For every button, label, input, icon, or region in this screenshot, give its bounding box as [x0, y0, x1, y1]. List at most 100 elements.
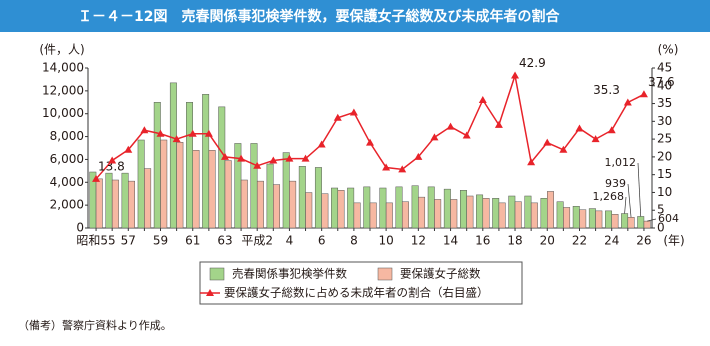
- chart-title: Ｉ－４－12図 売春関係事犯検挙件数，要保護女子総数及び未成年者の割合: [78, 8, 560, 25]
- bar: [627, 217, 635, 229]
- bar: [643, 220, 651, 229]
- bar: [498, 202, 506, 229]
- bar: [105, 172, 113, 229]
- x-tick-label: 10: [378, 234, 393, 248]
- bar: [466, 195, 474, 229]
- point: [623, 98, 632, 106]
- y-tick-label: 12,000: [42, 83, 84, 97]
- value-label: 37.6: [648, 75, 675, 89]
- point: [92, 174, 101, 182]
- bar: [186, 102, 193, 229]
- x-tick-label: 18: [507, 234, 522, 248]
- y2-tick-label: 20: [657, 149, 672, 163]
- value-label: 42.9: [519, 56, 546, 70]
- bar: [379, 187, 387, 229]
- point: [511, 71, 520, 79]
- legend-swatch: [377, 267, 393, 281]
- y-tick-label: 8,000: [50, 129, 84, 143]
- bar: [395, 186, 403, 229]
- x-tick-label: 20: [540, 234, 555, 248]
- bar: [530, 202, 538, 229]
- leader-line: [627, 183, 632, 218]
- y-tick-label: 10,000: [42, 106, 84, 120]
- bar: [514, 201, 522, 229]
- leader-line: [647, 218, 657, 222]
- bar: [450, 199, 458, 229]
- value-label: 1,268: [593, 190, 625, 203]
- y2-tick-label: 45: [657, 61, 672, 75]
- bar: [492, 198, 500, 229]
- point: [462, 131, 471, 139]
- bar: [266, 163, 274, 229]
- y-tick-label: 6,000: [50, 152, 84, 166]
- point: [220, 152, 229, 160]
- point: [607, 126, 616, 134]
- bar: [137, 139, 145, 229]
- point: [559, 145, 568, 153]
- bar: [443, 188, 451, 229]
- bar: [579, 209, 587, 229]
- point: [301, 154, 310, 162]
- bar: [289, 180, 297, 229]
- value-label: 604: [658, 212, 679, 225]
- point: [382, 163, 391, 171]
- bar: [540, 198, 548, 229]
- bar: [508, 195, 516, 229]
- point: [543, 138, 552, 146]
- bar: [556, 201, 564, 229]
- bar: [611, 214, 619, 229]
- bar: [595, 210, 603, 229]
- value-label: 1,012: [605, 156, 637, 169]
- bar: [314, 167, 322, 229]
- bar: [572, 206, 580, 229]
- bar: [363, 186, 371, 229]
- point: [366, 138, 374, 146]
- bar: [273, 184, 281, 229]
- y-tick-label: 4,000: [50, 175, 84, 189]
- y2-tick-label: 0: [657, 221, 665, 235]
- point: [333, 113, 342, 121]
- x-tick-label: 6: [318, 234, 326, 248]
- x-tick-label: 63: [217, 234, 232, 248]
- bar: [153, 102, 161, 229]
- bar: [111, 179, 119, 229]
- bar: [192, 150, 200, 229]
- bar: [524, 195, 532, 229]
- legend-box: [199, 261, 523, 305]
- x-tick-label: 昭和55: [76, 234, 115, 248]
- bar: [121, 172, 129, 229]
- bar: [305, 192, 313, 229]
- point: [430, 133, 439, 141]
- y2-tick-label: 10: [657, 185, 672, 199]
- point: [478, 96, 487, 103]
- y-tick-label: 14,000: [42, 61, 84, 75]
- y-tick-label: 2,000: [50, 198, 84, 212]
- point: [527, 158, 536, 166]
- point: [237, 154, 246, 162]
- bar: [298, 166, 306, 229]
- x-tick-label: 平成2: [241, 234, 273, 248]
- title-bar: [0, 0, 710, 32]
- x-tick-label: 16: [475, 234, 490, 248]
- y2-tick-label: 35: [657, 96, 672, 110]
- bar: [353, 202, 361, 229]
- bar: [250, 143, 258, 229]
- point: [140, 126, 149, 134]
- point: [639, 90, 648, 98]
- x-tick-label: 12: [411, 234, 426, 248]
- x-tick-label: 24: [604, 234, 619, 248]
- bar: [418, 196, 426, 229]
- bar: [128, 180, 135, 229]
- legend-swatch: [209, 267, 225, 281]
- x-tick-label: 14: [443, 234, 458, 248]
- bar: [256, 180, 264, 229]
- leader-line: [624, 196, 627, 214]
- bar: [434, 199, 442, 229]
- bar: [411, 185, 419, 229]
- bar: [563, 207, 571, 229]
- x-tick-label: 4: [286, 234, 294, 248]
- x-axis-label: (年): [663, 234, 684, 248]
- x-tick-label: 26: [636, 234, 651, 248]
- legend-label: 売春関係事犯検挙件数: [232, 267, 347, 281]
